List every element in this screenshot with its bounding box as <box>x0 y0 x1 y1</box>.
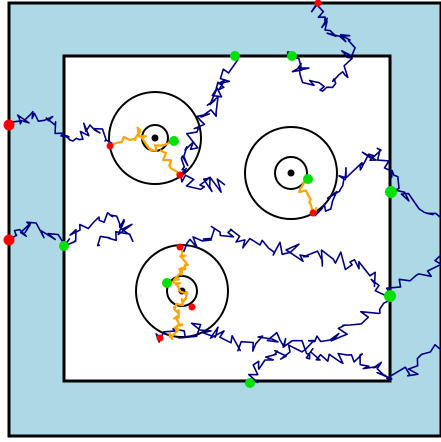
inner-domain <box>62 54 392 383</box>
well-center-dot <box>287 169 295 177</box>
inner-walk-top-left <box>107 126 171 152</box>
inner-walk-bottom <box>168 246 189 341</box>
well-center-dot <box>151 134 159 142</box>
exit-marker <box>384 290 396 302</box>
exit-marker <box>230 51 240 61</box>
start-marker <box>314 0 322 7</box>
exit-marker <box>59 241 69 251</box>
well-outer-circle <box>108 91 202 185</box>
well-right <box>244 126 338 220</box>
walk-top <box>286 2 356 92</box>
exit-marker <box>162 278 172 288</box>
exit-marker <box>245 378 255 388</box>
inner-walk-right <box>298 178 318 214</box>
walk-bottom <box>155 322 441 381</box>
well-outer-circle <box>244 126 338 220</box>
exit-marker <box>385 186 397 198</box>
walk-top-left <box>179 55 239 193</box>
walk-left-upper <box>7 110 113 146</box>
well-inner-circle <box>274 156 308 190</box>
start-marker <box>156 334 164 342</box>
start-marker <box>188 303 196 311</box>
exit-marker <box>287 51 297 61</box>
walk-markers <box>3 0 397 388</box>
walk-right-upper <box>312 147 441 219</box>
exit-marker <box>303 174 313 184</box>
exit-marker <box>169 136 179 146</box>
start-marker <box>3 119 15 131</box>
start-marker <box>3 234 15 246</box>
start-marker <box>309 209 317 217</box>
walk-left-lower <box>8 212 134 247</box>
start-marker <box>176 171 184 179</box>
start-marker <box>176 243 184 251</box>
start-marker <box>106 142 114 150</box>
inner-walk-top-left-2 <box>159 149 181 177</box>
walk-bottom-mid <box>247 299 391 384</box>
